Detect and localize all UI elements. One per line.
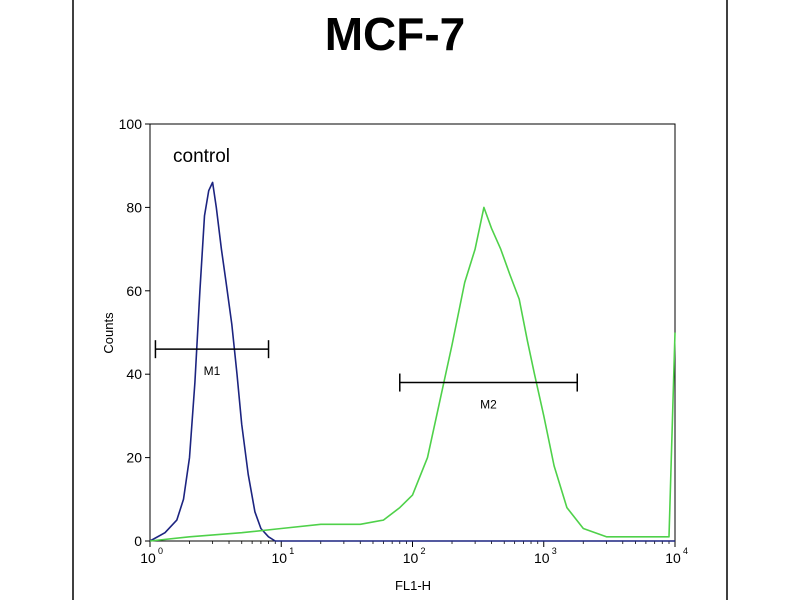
control-histogram-line [149,181,675,542]
x-tick-label: 10 [534,550,550,566]
x-tick-exponent: 2 [421,546,426,556]
x-tick-exponent: 1 [289,546,294,556]
x-tick-exponent: 0 [158,546,163,556]
x-tick-label: 10 [665,550,681,566]
x-tick-label: 10 [403,550,419,566]
y-tick-label: 100 [119,116,143,132]
marker-label: M1 [204,364,221,378]
series-layer [149,181,676,542]
control-annotation: control [173,146,230,167]
marker-layer: M1 M2 [154,340,579,412]
y-tick-label: 80 [126,199,142,215]
x-tick-exponent: 4 [683,546,688,556]
sample-histogram-line [149,206,676,542]
y-tick-label: 0 [134,533,142,549]
x-tick-label: 10 [271,550,287,566]
marker-label: M2 [480,398,497,412]
y-tick-label: 20 [126,450,142,466]
y-axis-label: Counts [101,312,116,354]
y-tick-label: 60 [126,283,142,299]
x-axis-ticks: 10 0 10 1 10 2 10 3 10 4 [140,541,688,566]
x-axis-label: FL1-H [395,578,431,593]
chart-title: MCF-7 [325,8,466,60]
y-axis-ticks: 0 20 40 60 80 100 [119,116,150,549]
figure-border [72,0,728,600]
x-tick-exponent: 3 [552,546,557,556]
y-tick-label: 40 [126,366,142,382]
x-tick-label: 10 [140,550,156,566]
